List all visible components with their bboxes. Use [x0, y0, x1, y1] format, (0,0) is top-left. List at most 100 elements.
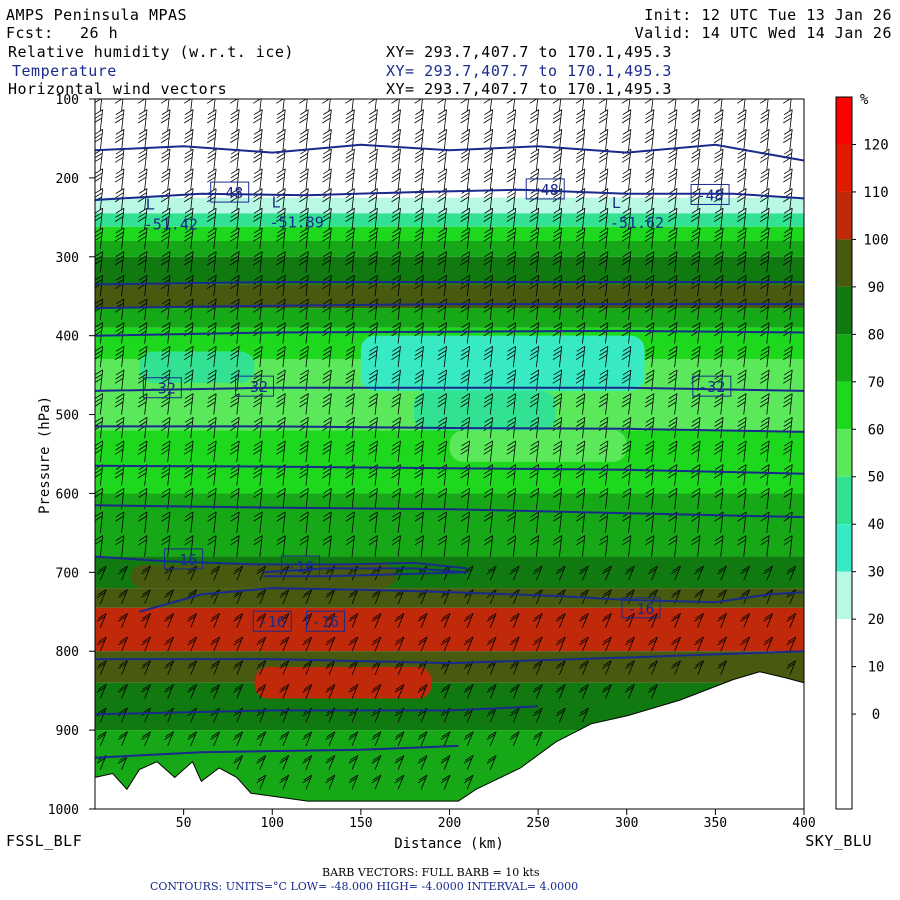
- barb-staff: [443, 227, 447, 249]
- barb-feather: [507, 369, 516, 376]
- barb-staff: [374, 535, 378, 557]
- barb-feather: [529, 354, 538, 361]
- wind-barb: [483, 129, 494, 151]
- barb-feather: [299, 133, 309, 139]
- barb-feather: [257, 613, 266, 619]
- colorbar-label: 120: [863, 137, 888, 153]
- barb-staff: [167, 707, 174, 723]
- barb-feather: [691, 487, 701, 494]
- barb-feather: [322, 373, 332, 380]
- model-title: AMPS Peninsula MPAS: [6, 6, 188, 24]
- barb-feather: [668, 492, 677, 498]
- barb-feather: [349, 613, 359, 619]
- wind-barb: [575, 251, 586, 273]
- wind-barb: [210, 684, 221, 699]
- barb-feather: [210, 734, 219, 740]
- barb-staff: [766, 589, 774, 605]
- wind-barb: [114, 251, 125, 273]
- barb-staff: [489, 660, 497, 676]
- barb-feather: [372, 755, 382, 761]
- barb-feather: [348, 592, 357, 598]
- wind-barb: [648, 565, 658, 581]
- barb-feather: [230, 306, 239, 313]
- barb-staff: [489, 109, 494, 131]
- barb-feather: [576, 274, 586, 281]
- barb-staff: [674, 393, 678, 415]
- barb-staff: [443, 129, 447, 151]
- wind-barb: [576, 535, 586, 557]
- barb-feather: [276, 255, 286, 262]
- barb-feather: [394, 734, 404, 740]
- rh-layer: [95, 99, 804, 182]
- barb-feather: [507, 487, 516, 494]
- wind-barb: [141, 660, 151, 676]
- barb-feather: [644, 472, 654, 479]
- wind-barb: [763, 565, 774, 581]
- barb-feather: [741, 636, 750, 643]
- barb-feather: [621, 259, 631, 266]
- barb-feather: [645, 350, 654, 356]
- barb-staff: [236, 636, 244, 652]
- wind-barb: [667, 251, 678, 273]
- barb-feather: [532, 615, 542, 622]
- barb-staff: [489, 755, 497, 770]
- barb-staff: [466, 346, 471, 368]
- wind-barb: [783, 168, 793, 190]
- barb-feather: [438, 207, 447, 214]
- wind-barb: [322, 345, 332, 368]
- right-station-label: SKY_BLU: [805, 832, 872, 850]
- barb-feather: [184, 148, 194, 155]
- barb-feather: [553, 350, 562, 356]
- barb-staff: [743, 227, 747, 249]
- barb-feather: [184, 487, 194, 494]
- wind-barb: [713, 464, 724, 486]
- barb-feather: [715, 90, 723, 95]
- barb-feather: [741, 613, 750, 619]
- wind-barb: [578, 684, 589, 699]
- barb-feather: [783, 168, 793, 175]
- barb-feather: [253, 152, 262, 159]
- barb-feather: [233, 663, 242, 669]
- barb-feather: [138, 274, 148, 281]
- wind-barb: [690, 345, 701, 368]
- wind-barb: [256, 613, 267, 628]
- barb-feather: [690, 216, 700, 222]
- wind-barb: [460, 369, 471, 391]
- wind-barb: [96, 589, 107, 605]
- barb-feather: [690, 401, 700, 408]
- barb-feather: [621, 235, 631, 242]
- barb-feather: [322, 172, 332, 179]
- wind-barb: [671, 613, 681, 628]
- barb-feather: [690, 283, 700, 290]
- wind-barb: [437, 109, 447, 131]
- barb-feather: [759, 401, 769, 408]
- wind-barb: [345, 345, 355, 368]
- barb-feather: [534, 707, 543, 714]
- wind-barb: [759, 416, 770, 439]
- barb-feather: [760, 440, 770, 447]
- barb-feather: [737, 535, 747, 541]
- wind-barb: [648, 660, 658, 676]
- barb-feather: [349, 731, 359, 738]
- barb-feather: [760, 188, 770, 194]
- barb-feather: [95, 113, 103, 119]
- barb-staff: [628, 535, 632, 557]
- wind-barb: [690, 227, 701, 249]
- barb-feather: [621, 196, 631, 203]
- wind-barb: [230, 227, 240, 249]
- wind-barb: [671, 565, 681, 581]
- barb-feather: [230, 117, 239, 124]
- barb-staff: [328, 755, 336, 770]
- colorbar-swatch: [836, 381, 852, 430]
- barb-feather: [207, 231, 216, 238]
- wind-barb: [253, 440, 263, 462]
- barb-feather: [486, 710, 496, 717]
- barb-feather: [691, 274, 701, 281]
- barb-staff: [144, 129, 148, 151]
- barb-feather: [230, 326, 239, 333]
- barb-feather: [161, 468, 170, 475]
- barb-feather: [599, 539, 608, 546]
- barb-feather: [510, 731, 520, 738]
- wind-barb: [299, 298, 309, 320]
- barb-staff: [121, 535, 125, 557]
